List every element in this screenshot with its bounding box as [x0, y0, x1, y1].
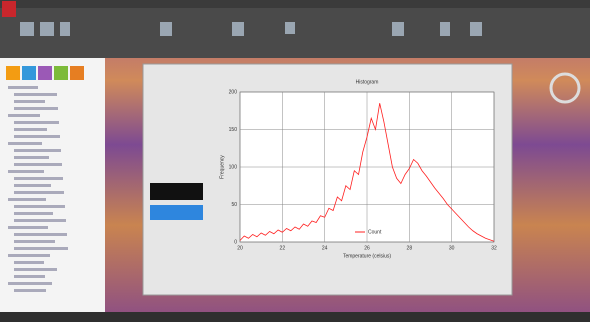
tree-row: [14, 128, 47, 131]
y-tick-label: 100: [229, 164, 238, 170]
tree-row: [14, 191, 64, 194]
back-button[interactable]: [150, 205, 203, 220]
y-tick-label: 200: [229, 89, 238, 95]
screen: Histogram Temperature (celsius) Frequenc…: [0, 0, 590, 322]
export-button[interactable]: [150, 183, 203, 200]
tree-row: [14, 93, 57, 96]
tree-row: [14, 121, 59, 124]
tree-row: [14, 100, 45, 103]
y-tick-label: 50: [231, 202, 237, 208]
tree-row: [14, 205, 65, 208]
tree-row: [14, 107, 58, 110]
tree-row: [14, 184, 51, 187]
chart-title: Histogram: [356, 79, 379, 85]
tree-row: [14, 247, 68, 250]
x-tick-label: 26: [364, 245, 370, 251]
y-tick-label: 150: [229, 127, 238, 133]
tree-row: [8, 142, 42, 145]
x-axis-label: Temperature (celsius): [343, 253, 391, 259]
status-bar: [0, 312, 590, 322]
tree-row: [14, 261, 44, 264]
x-tick-label: 22: [280, 245, 286, 251]
tree-row: [8, 254, 50, 257]
app-logo[interactable]: [2, 1, 16, 17]
tree-row: [8, 86, 38, 89]
palette-buttons: [6, 66, 84, 80]
tree-row: [14, 289, 46, 292]
tree-row: [14, 275, 45, 278]
tree-row: [14, 163, 62, 166]
legend-label: Count: [368, 229, 382, 235]
tree-row: [8, 198, 46, 201]
x-tick-label: 20: [237, 245, 243, 251]
y-axis-label: Frequency: [219, 155, 225, 179]
tree-row: [8, 282, 52, 285]
tree-row: [14, 177, 63, 180]
page: Histogram Temperature (celsius) Frequenc…: [0, 0, 590, 322]
tree-row: [14, 240, 55, 243]
tree-row: [14, 135, 60, 138]
tree-row: [8, 226, 48, 229]
tree-row: [14, 268, 57, 271]
tree-row: [14, 212, 53, 215]
x-tick-label: 30: [449, 245, 455, 251]
x-tick-label: 32: [491, 245, 497, 251]
tree-row: [14, 219, 66, 222]
x-tick-label: 28: [407, 245, 413, 251]
tree-row: [14, 233, 67, 236]
x-tick-label: 24: [322, 245, 328, 251]
title-bar: [0, 0, 590, 8]
tree-row: [8, 114, 40, 117]
tree-row: [14, 156, 49, 159]
tree-row: [8, 170, 44, 173]
tree-row: [14, 149, 61, 152]
